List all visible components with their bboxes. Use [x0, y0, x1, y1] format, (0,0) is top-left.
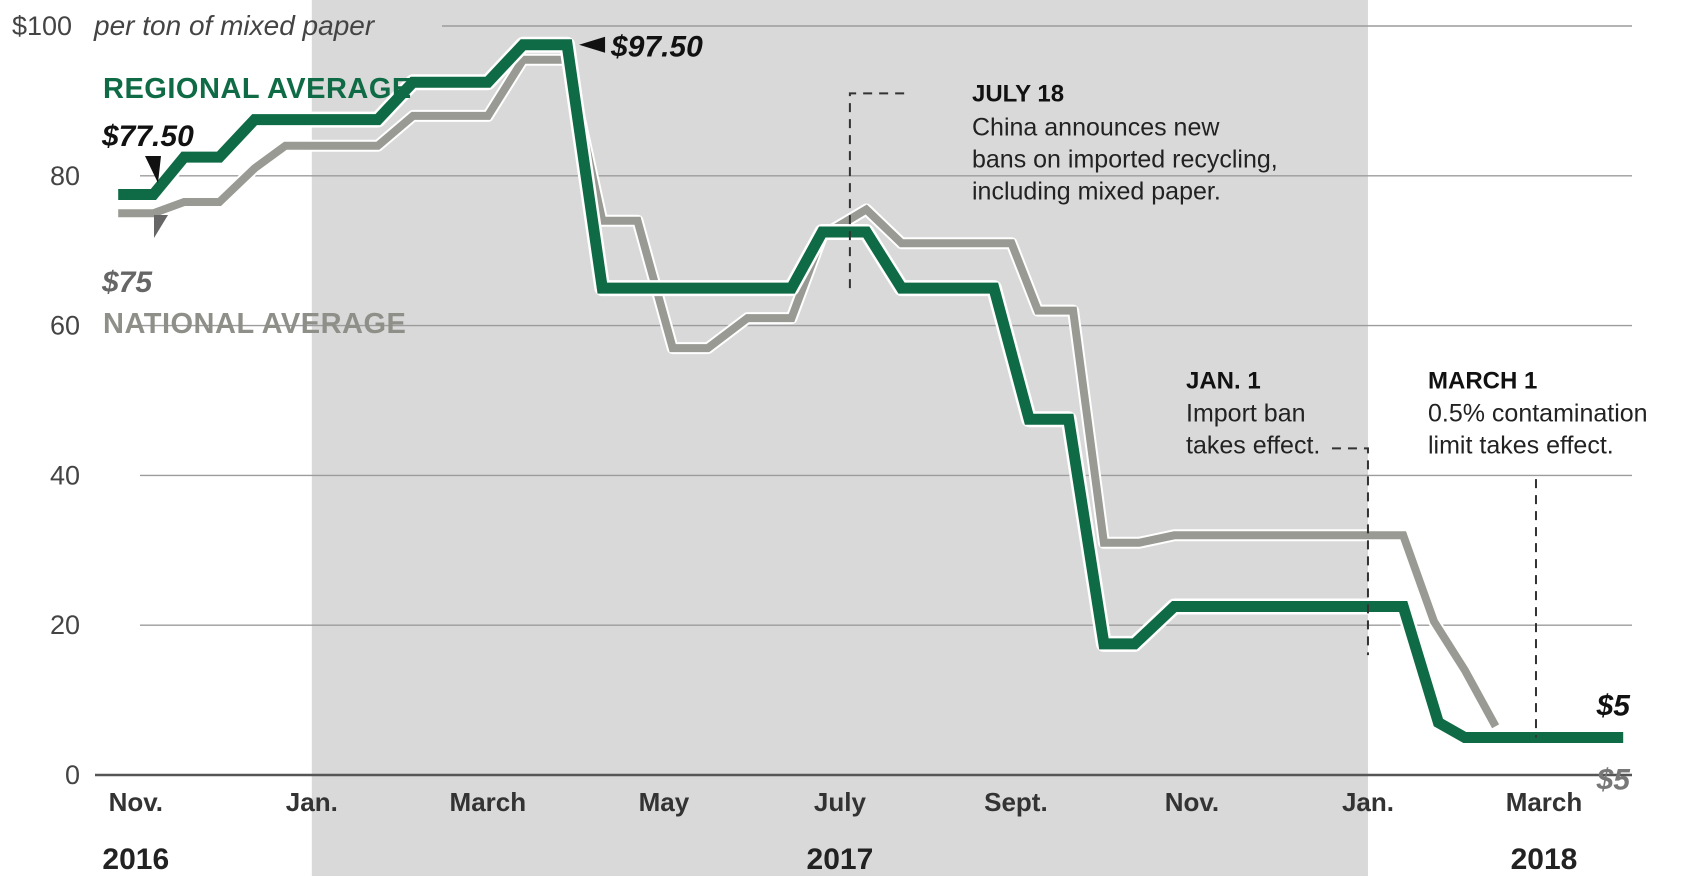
y-tick-label: 80	[50, 161, 80, 191]
x-tick-label: Nov.	[1165, 787, 1219, 817]
annotation-title: JAN. 1	[1186, 368, 1261, 395]
annotation-title: MARCH 1	[1428, 368, 1537, 395]
annotation-text: bans on imported recycling,	[972, 145, 1278, 173]
national-start-pointer	[154, 215, 168, 238]
series-labels: REGIONAL AVERAGE NATIONAL AVERAGE $77.50 $7…	[101, 31, 1631, 797]
regional-start-pointer	[145, 156, 161, 183]
y-tick-label: 20	[50, 610, 80, 640]
y-tick-label: 60	[50, 311, 80, 341]
y-gridlines: 0 20 40 60 80 $100 per ton of mixed paper	[12, 10, 1632, 790]
national-average-label: NATIONAL AVERAGE	[103, 308, 406, 340]
y-tick-label: $100	[12, 11, 72, 41]
national-average-line	[118, 55, 1500, 729]
x-axis: Nov. Jan. March May July Sept. Nov. Jan. March 20…	[102, 787, 1582, 876]
annotation-title: JULY 18	[972, 80, 1064, 107]
regional-start-value: $77.50	[101, 120, 194, 153]
x-tick-label: March	[450, 787, 527, 817]
x-tick-label: July	[814, 787, 867, 817]
year-label: 2017	[807, 843, 874, 876]
y-tick-label: 0	[65, 760, 80, 790]
x-tick-label: May	[639, 787, 690, 817]
y-tick-label: 40	[50, 460, 80, 490]
regional-average-label: REGIONAL AVERAGE	[103, 73, 412, 105]
shaded-band	[311, 0, 1368, 876]
event-annotations: JULY 18 China announces new bans on import…	[848, 80, 1648, 738]
annotation-text: takes effect.	[1186, 432, 1320, 460]
unit-label: per ton of mixed paper	[93, 10, 376, 41]
jan-1-leader	[1331, 447, 1369, 656]
national-start-value: $75	[101, 266, 153, 299]
annotation-text: limit takes effect.	[1428, 432, 1614, 460]
regional-peak-value: $97.50	[610, 31, 703, 64]
x-tick-label: Jan.	[1342, 787, 1394, 817]
x-tick-label: Sept.	[984, 787, 1048, 817]
annotation-text: China announces new	[972, 113, 1220, 141]
annotation-text: Import ban	[1186, 400, 1306, 428]
regional-end-value: $5	[1596, 690, 1632, 723]
national-end-value: $5	[1596, 764, 1632, 797]
x-tick-label: March	[1506, 787, 1583, 817]
x-tick-label: Jan.	[286, 787, 338, 817]
year-label: 2018	[1511, 843, 1578, 876]
series-lines	[110, 36, 1632, 746]
peak-pointer	[579, 36, 606, 53]
x-tick-label: Nov.	[109, 787, 163, 817]
annotation-text: including mixed paper.	[972, 177, 1221, 205]
shaded-2017-span	[311, 0, 1368, 876]
regional-average-line	[118, 39, 1624, 743]
year-label: 2016	[102, 843, 169, 876]
july-18-leader	[848, 92, 908, 289]
annotation-text: 0.5% contamination	[1428, 400, 1648, 428]
